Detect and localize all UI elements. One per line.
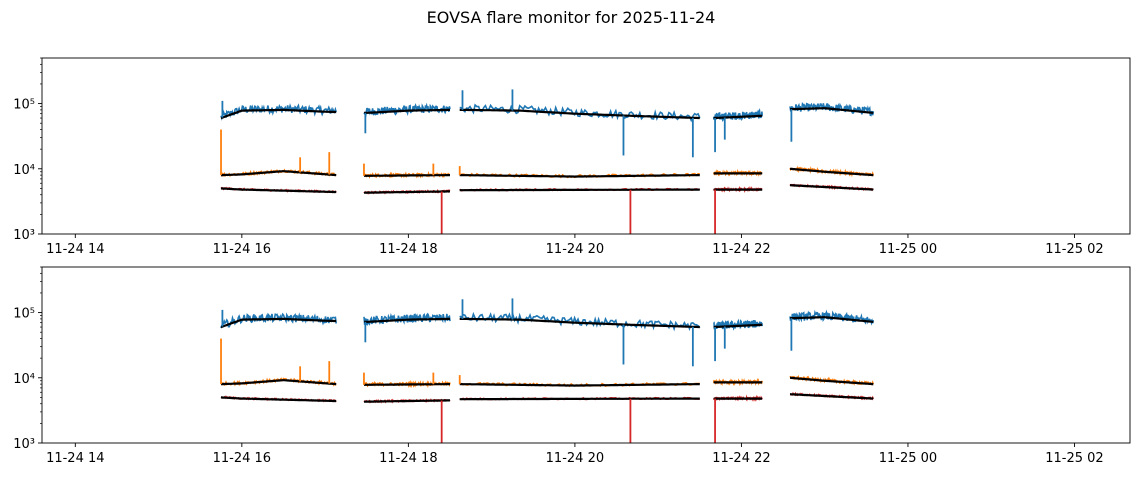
series-red-smoothed-segment-2 [459, 188, 700, 192]
y-tick-label: 10⁴ [13, 372, 35, 387]
y-tick-label: 10³ [13, 437, 35, 452]
series-red-smoothed-segment-0 [220, 396, 337, 403]
x-tick-label: 11-24 16 [213, 451, 271, 466]
series-red-smoothed-segment-0 [220, 187, 337, 194]
series-orange-smoothed-segment-1 [364, 174, 450, 177]
x-tick-label: 11-24 20 [546, 242, 604, 257]
series-blue-segment-2 [459, 311, 701, 332]
series-blue-smoothed-segment-0 [220, 317, 337, 329]
x-tick-label: 11-24 18 [379, 242, 437, 257]
x-tick-label: 11-24 14 [46, 242, 104, 257]
figure-title: EOVSA flare monitor for 2025-11-24 [427, 8, 716, 27]
axes-bottom-panel: 11-24 14 11-24 16 11-24 18 11-24 20 11-24 22… [13, 266, 1131, 466]
series-blue-segment-4 [789, 309, 875, 326]
series-blue-smoothed-segment-1 [364, 108, 450, 115]
axes-frame [41, 57, 1131, 235]
x-tick-label: 11-24 14 [46, 451, 104, 466]
x-tick-label: 11-24 22 [712, 242, 770, 257]
x-tick-label: 11-25 02 [1045, 242, 1103, 257]
series-orange-smoothed-segment-4 [790, 376, 874, 386]
series-red-smoothed-segment-2 [459, 397, 700, 401]
plot-area [220, 298, 875, 443]
series-orange-smoothed-segment-1 [364, 383, 450, 386]
series-red-smoothed-segment-4 [790, 184, 874, 191]
x-tick-label: 11-25 02 [1045, 451, 1103, 466]
y-tick-label: 10⁵ [13, 307, 35, 322]
x-tick-label: 11-24 22 [712, 451, 770, 466]
y-tick-label: 10⁴ [13, 163, 35, 178]
x-tick-label: 11-25 00 [879, 242, 937, 257]
x-tick-label: 11-24 20 [546, 451, 604, 466]
y-tick-label: 10³ [13, 228, 35, 243]
series-red-smoothed-segment-1 [364, 399, 450, 403]
series-orange-smoothed-segment-2 [459, 174, 700, 178]
series-blue-smoothed-segment-2 [459, 317, 700, 329]
series-blue-smoothed-segment-3 [713, 323, 763, 329]
plot-area [220, 89, 875, 234]
axes-top-panel: 11-24 14 11-24 16 11-24 18 11-24 20 11-24 22… [13, 57, 1131, 257]
series-red-smoothed-segment-1 [364, 190, 450, 194]
series-orange-smoothed-segment-0 [221, 170, 337, 177]
x-tick-label: 11-24 18 [379, 451, 437, 466]
x-tick-label: 11-25 00 [879, 451, 937, 466]
series-orange-smoothed-segment-2 [459, 383, 700, 387]
series-orange-smoothed-segment-4 [790, 167, 874, 177]
series-blue-smoothed-segment-4 [790, 107, 874, 114]
series-red-smoothed-segment-4 [790, 393, 874, 400]
series-blue-smoothed-segment-4 [790, 316, 874, 323]
x-tick-label: 11-24 16 [213, 242, 271, 257]
series-orange-smoothed-segment-0 [221, 379, 337, 386]
y-tick-label: 10⁵ [13, 98, 35, 113]
series-blue-smoothed-segment-1 [364, 317, 450, 323]
series-blue-smoothed-segment-2 [459, 108, 700, 120]
series-blue-smoothed-segment-0 [220, 108, 337, 120]
series-blue-smoothed-segment-3 [713, 114, 763, 120]
series-blue-segment-2 [459, 103, 701, 123]
axes-frame [41, 266, 1131, 444]
